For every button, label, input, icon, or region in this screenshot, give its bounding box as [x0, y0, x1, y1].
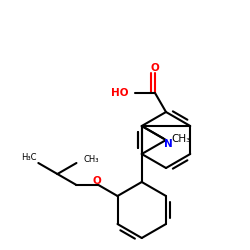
Text: H₃C: H₃C: [21, 154, 36, 162]
Text: O: O: [150, 63, 160, 73]
Text: N: N: [164, 139, 172, 149]
Text: CH₃: CH₃: [172, 134, 191, 143]
Text: CH₃: CH₃: [84, 156, 99, 164]
Text: HO: HO: [112, 88, 129, 98]
Text: O: O: [92, 176, 101, 186]
